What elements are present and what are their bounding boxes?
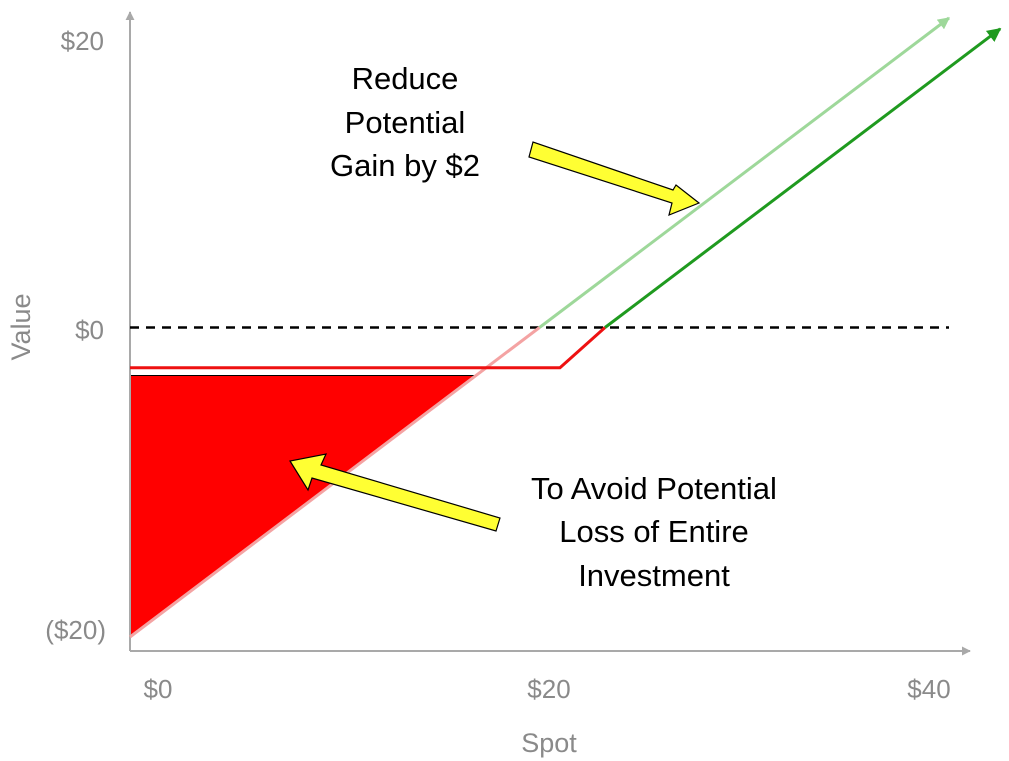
series-unhedged-gain-segment [538, 16, 950, 329]
series-hedged-gain-segment [604, 27, 1002, 329]
loss-annotation-line-3: Investment [578, 558, 730, 593]
gain-annotation-line-3: Gain by $2 [330, 148, 480, 183]
x-tick-label-40: $40 [907, 674, 950, 704]
y-axis-title: Value [6, 293, 36, 360]
x-tick-label-0: $0 [144, 674, 173, 704]
y-tick-label-20: $20 [61, 26, 104, 56]
x-axis-title: Spot [521, 728, 577, 758]
gain-annotation-arrow [528, 141, 701, 216]
loss-annotation-arrow [289, 453, 501, 532]
y-tick-label-neg20: ($20) [45, 615, 106, 645]
y-tick-label-0: $0 [75, 315, 104, 345]
series-hedged-loss-segment [130, 326, 607, 370]
loss-annotation-line-1: To Avoid Potential [531, 471, 777, 506]
gain-annotation-line-1: Reduce [352, 61, 459, 96]
gain-annotation-line-2: Potential [345, 105, 466, 140]
loss-annotation-line-2: Loss of Entire [559, 514, 749, 549]
x-tick-label-20: $20 [527, 674, 570, 704]
